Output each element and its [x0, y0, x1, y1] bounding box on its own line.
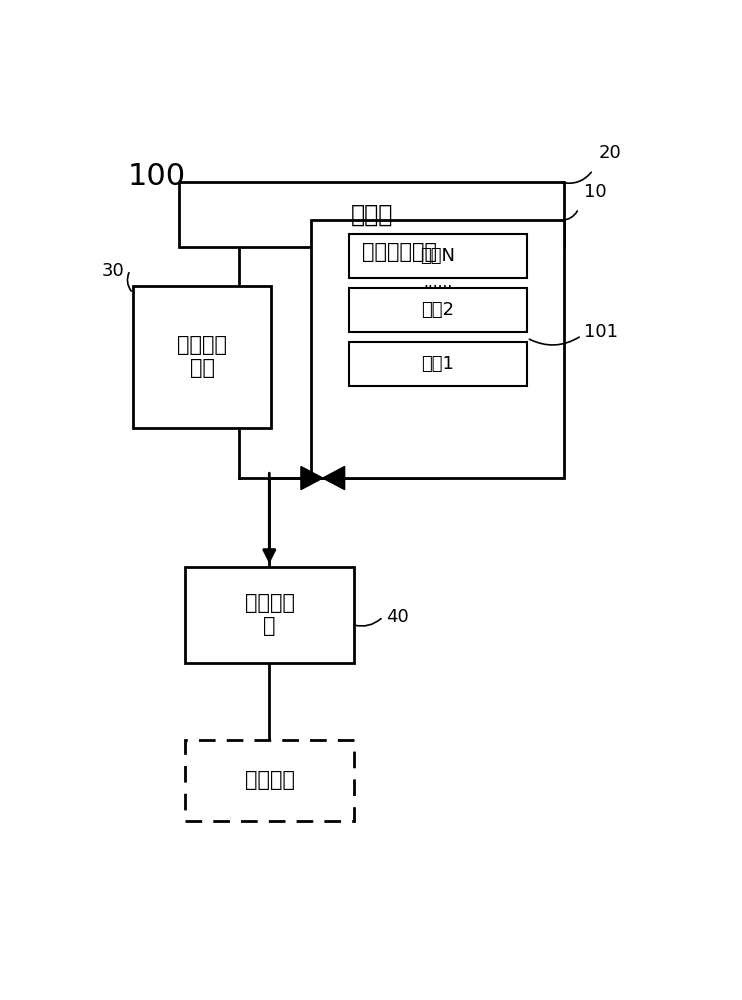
- Bar: [179, 182, 565, 247]
- Text: 高压充电
模块: 高压充电 模块: [177, 335, 227, 378]
- Text: 电芯2: 电芯2: [421, 301, 454, 319]
- Text: 降压变换
器: 降压变换 器: [245, 593, 295, 636]
- Text: 电芯1: 电芯1: [421, 355, 454, 373]
- Bar: [185, 740, 355, 821]
- Text: 控制器: 控制器: [350, 202, 393, 226]
- Bar: [349, 234, 527, 278]
- Text: 电芯N: 电芯N: [420, 247, 456, 265]
- Bar: [133, 286, 271, 428]
- Polygon shape: [323, 466, 344, 490]
- Bar: [349, 342, 527, 386]
- Text: 高压充电电池: 高压充电电池: [362, 242, 437, 262]
- Text: 30: 30: [102, 262, 125, 280]
- Text: 设备电源: 设备电源: [245, 770, 295, 790]
- Text: 10: 10: [585, 183, 607, 201]
- Text: 20: 20: [599, 144, 622, 162]
- Bar: [185, 567, 355, 663]
- Text: ......: ......: [423, 275, 453, 290]
- Polygon shape: [301, 466, 323, 490]
- Text: 101: 101: [585, 323, 618, 341]
- Bar: [349, 288, 527, 332]
- Text: 100: 100: [128, 162, 186, 191]
- Bar: [312, 220, 565, 478]
- Text: 40: 40: [386, 608, 409, 626]
